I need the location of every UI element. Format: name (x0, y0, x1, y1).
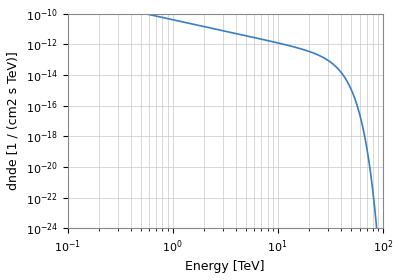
X-axis label: Energy [TeV]: Energy [TeV] (186, 260, 265, 273)
Y-axis label: dnde [1 / (cm2 s TeV)]: dnde [1 / (cm2 s TeV)] (7, 52, 20, 190)
